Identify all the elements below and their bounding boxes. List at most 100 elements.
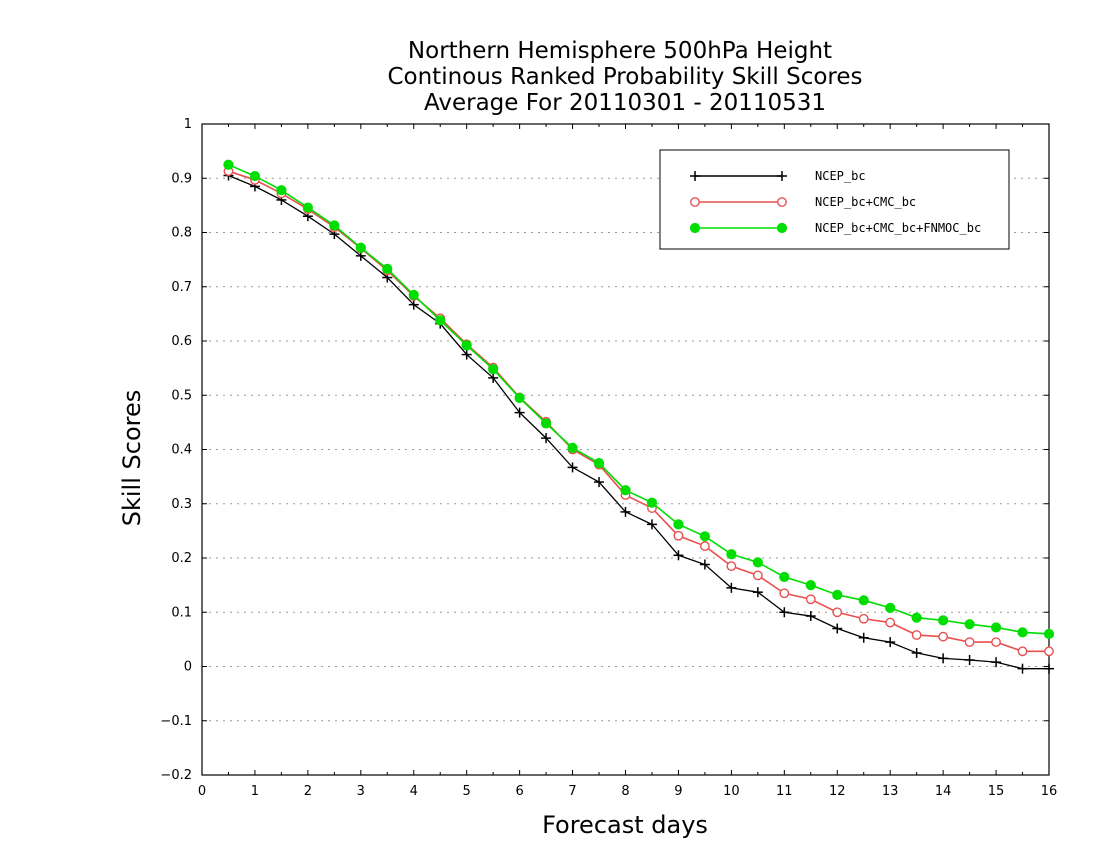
data-point: [1017, 646, 1028, 657]
legend-box: [659, 149, 1010, 250]
x-tick-label: 2: [304, 784, 312, 799]
data-point: [858, 595, 869, 606]
y-tick-label: 0.6: [171, 334, 192, 349]
data-point: [938, 653, 949, 664]
series-layer: [223, 159, 1055, 674]
data-point: [726, 561, 737, 572]
x-tick-label: 12: [829, 784, 846, 799]
y-tick-label: 0.4: [171, 443, 192, 458]
data-point: [832, 589, 843, 600]
data-point: [276, 185, 287, 196]
x-tick-label: 8: [621, 784, 629, 799]
data-point: [1043, 628, 1055, 640]
series-3: [223, 159, 1055, 640]
data-point: [805, 580, 816, 591]
data-point: [964, 654, 975, 665]
data-point: [620, 485, 631, 496]
data-point: [249, 170, 261, 182]
data-point: [1017, 663, 1028, 674]
x-tick-label: 9: [674, 784, 682, 799]
data-point: [461, 349, 472, 360]
title-line-3: Average For 20110301 - 20110531: [424, 90, 826, 116]
legend-marker: [777, 171, 787, 181]
data-point: [329, 220, 340, 231]
title-line-2: Continous Ranked Probability Skill Score…: [387, 64, 862, 90]
y-tick-label: 0.1: [171, 605, 192, 620]
y-tick-label: 0.8: [171, 226, 192, 241]
data-point: [699, 531, 711, 542]
data-point: [620, 506, 631, 517]
data-point: [991, 637, 1001, 647]
y-tick-label: 0.7: [171, 280, 192, 295]
data-point: [911, 647, 922, 658]
x-tick-label: 11: [776, 784, 793, 799]
data-point: [567, 442, 578, 453]
data-point: [885, 637, 896, 648]
data-point: [646, 497, 658, 508]
data-point: [488, 364, 499, 375]
data-point: [1044, 646, 1054, 657]
data-point: [964, 637, 975, 647]
x-tick-label: 3: [357, 784, 365, 799]
data-point: [991, 657, 1002, 668]
x-tick-label: 5: [463, 784, 471, 799]
legend: NCEP_bc NCEP_bc+CMC_bc NCEP_bc+CMC_bc+FNMO…: [659, 149, 1010, 250]
data-point: [885, 617, 896, 628]
data-point: [435, 315, 446, 326]
legend-marker: [776, 222, 788, 234]
y-tick-label: 1: [184, 117, 192, 132]
y-tick-label: 0: [184, 660, 192, 675]
x-axis-label: Forecast days: [542, 811, 708, 839]
legend-label: NCEP_bc: [815, 169, 866, 183]
data-point: [832, 607, 843, 618]
y-tick-label: −0.2: [160, 768, 192, 783]
x-axis: 0 1 2 3 4 5 6 7 8 9 10 11 12 13 14 15 16: [198, 124, 1057, 799]
x-tick-label: 6: [515, 784, 523, 799]
x-tick-label: 0: [198, 784, 206, 799]
title-line-1: Northern Hemisphere 500hPa Height: [408, 38, 832, 64]
data-point: [752, 557, 763, 568]
data-point: [408, 299, 419, 310]
legend-marker: [777, 197, 787, 207]
data-point: [223, 159, 234, 170]
data-point: [938, 631, 949, 642]
x-tick-label: 4: [410, 784, 418, 799]
x-tick-label: 14: [935, 784, 952, 799]
x-tick-label: 10: [723, 784, 740, 799]
x-tick-label: 16: [1041, 784, 1058, 799]
data-point: [805, 594, 816, 605]
data-point: [779, 607, 790, 618]
y-tick-label: 0.3: [171, 497, 192, 512]
data-point: [885, 602, 896, 614]
data-point: [779, 588, 790, 599]
x-tick-label: 1: [251, 784, 259, 799]
data-point: [911, 612, 922, 623]
data-point: [726, 582, 737, 593]
data-point: [832, 623, 843, 634]
y-tick-label: 0.2: [171, 551, 192, 566]
data-point: [752, 587, 763, 598]
data-point: [541, 433, 552, 444]
data-point: [408, 289, 419, 300]
data-point: [514, 407, 525, 418]
data-point: [1017, 627, 1028, 638]
data-point: [594, 477, 605, 488]
y-tick-label: 0.5: [171, 388, 192, 403]
data-point: [990, 622, 1002, 633]
data-point: [540, 418, 552, 429]
data-point: [673, 550, 684, 561]
data-point: [699, 559, 710, 570]
legend-item: NCEP_bc+CMC_bc: [690, 195, 916, 209]
data-point: [1044, 663, 1054, 674]
data-point: [964, 619, 975, 630]
data-point: [911, 630, 922, 640]
legend-label: NCEP_bc+CMC_bc: [815, 195, 916, 209]
data-point: [673, 530, 684, 541]
data-point: [805, 611, 816, 622]
x-tick-label: 15: [988, 784, 1005, 799]
grid: [202, 177, 1049, 722]
data-point: [488, 372, 499, 383]
data-point: [858, 632, 869, 643]
